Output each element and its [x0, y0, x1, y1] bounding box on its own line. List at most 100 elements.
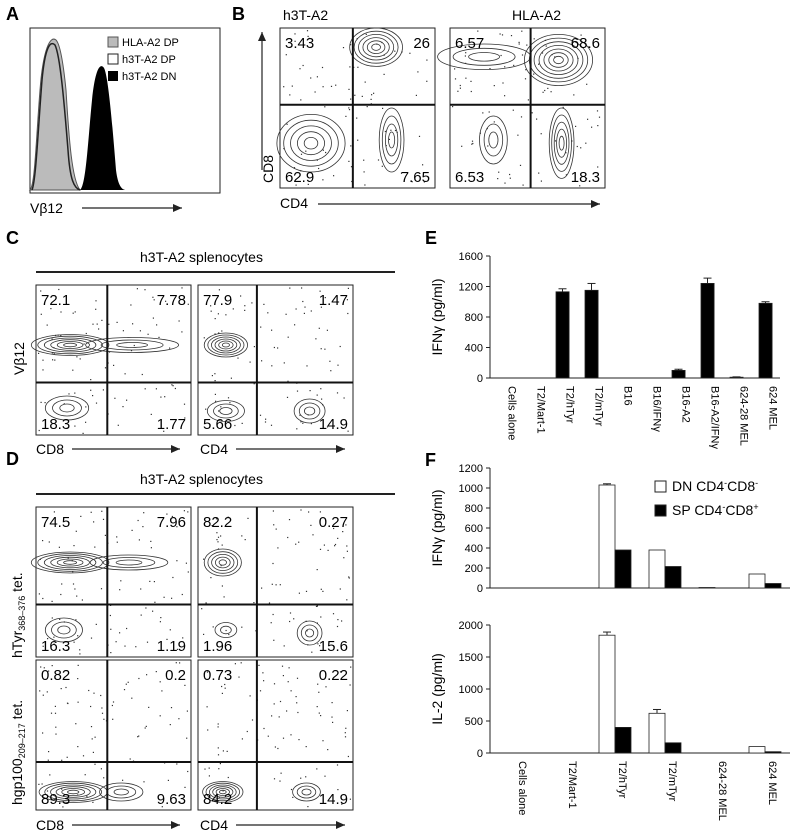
event-dot	[350, 44, 352, 46]
legend-label-sp: SP CD4-CD8+	[672, 502, 759, 518]
event-dot	[146, 674, 148, 676]
event-dot	[115, 641, 117, 643]
contour-ring	[533, 41, 584, 79]
event-dot	[471, 143, 473, 145]
event-dot	[215, 400, 217, 402]
event-dot	[216, 532, 218, 534]
event-dot	[208, 775, 210, 777]
event-dot	[153, 581, 155, 583]
event-dot	[350, 666, 352, 668]
event-dot	[77, 746, 79, 748]
event-dot	[336, 625, 339, 628]
event-dot	[124, 645, 126, 647]
event-dot	[90, 379, 92, 381]
panel-f-legend: DN CD4-CD8- SP CD4-CD8+	[654, 478, 759, 518]
contour-ring	[303, 136, 319, 150]
event-dot	[171, 597, 173, 599]
event-dot	[211, 525, 213, 527]
quadrant-percent-ul: 77.9	[203, 292, 232, 309]
event-dot	[306, 30, 309, 32]
event-dot	[472, 142, 474, 145]
event-dot	[382, 107, 384, 109]
event-dot	[330, 85, 333, 87]
contour-ring	[202, 781, 244, 803]
event-dot	[77, 635, 79, 637]
event-dot	[206, 706, 208, 708]
quadrant-percent-ll: 84.2	[203, 791, 232, 808]
event-dot	[120, 580, 122, 582]
event-dot	[296, 677, 299, 679]
event-dot	[132, 323, 134, 325]
event-dot	[307, 806, 309, 808]
event-dot	[109, 614, 111, 617]
quadrant-percent-ll: 18.3	[41, 416, 70, 433]
event-dot	[597, 166, 599, 168]
event-dot	[318, 691, 320, 693]
event-dot	[351, 180, 353, 183]
event-dot	[271, 715, 273, 717]
event-dot	[150, 540, 152, 542]
legend-sup: -	[724, 478, 727, 488]
event-dot	[240, 295, 242, 297]
event-dot	[94, 546, 96, 548]
event-dot	[517, 134, 519, 136]
event-dot	[287, 336, 289, 338]
event-dot	[333, 175, 335, 177]
event-dot	[318, 712, 320, 714]
event-dot	[61, 759, 63, 761]
event-dot	[510, 35, 513, 37]
event-dot	[293, 618, 295, 620]
contour-ring	[85, 337, 180, 353]
panel-label-c: C	[6, 228, 19, 248]
event-dot	[326, 329, 328, 331]
quadrant-percent-ll: 16.3	[41, 638, 70, 655]
event-dot	[301, 287, 303, 289]
contour-ring	[99, 782, 144, 802]
event-dot	[169, 724, 171, 726]
event-dot	[294, 40, 296, 42]
quadrant-percent-lr: 14.9	[319, 416, 348, 433]
event-dot	[101, 319, 103, 321]
event-dot	[312, 534, 314, 536]
contour-ring	[292, 782, 321, 802]
event-dot	[394, 129, 397, 132]
event-dot	[294, 174, 296, 176]
event-dot	[156, 324, 158, 326]
event-dot	[363, 171, 365, 173]
category-label: 624 MEL	[766, 761, 778, 805]
category-label: 624-28 MEL	[738, 386, 750, 446]
event-dot	[172, 576, 174, 579]
event-dot	[565, 174, 567, 176]
quadrant-percent-ur: 7.78	[157, 292, 186, 309]
event-dot	[521, 30, 523, 32]
event-dot	[471, 140, 474, 142]
event-dot	[240, 662, 242, 664]
event-dot	[65, 686, 67, 689]
event-dot	[94, 763, 96, 765]
event-dot	[540, 180, 542, 182]
event-dot	[304, 306, 306, 308]
plot-frame	[197, 506, 354, 658]
contour-ring	[57, 625, 71, 635]
flow-plot-d2: 82.2 0.27 1.96 15.6	[197, 506, 354, 658]
event-dot	[148, 706, 150, 708]
event-dot	[169, 347, 171, 349]
event-dot	[138, 539, 140, 541]
event-dot	[214, 393, 216, 395]
event-dot	[55, 726, 57, 728]
event-dot	[335, 84, 337, 86]
event-dot	[53, 643, 55, 645]
panel-c-xlabel-1: CD8	[36, 441, 64, 457]
event-dot	[310, 77, 312, 79]
event-dot	[54, 712, 57, 714]
event-dot	[48, 751, 50, 753]
event-dot	[294, 33, 296, 35]
event-dot	[290, 734, 292, 736]
event-dot	[66, 649, 68, 651]
bar	[555, 291, 570, 379]
event-dot	[95, 402, 98, 404]
contour-ring	[67, 789, 80, 795]
flow-plot-b2: 6.57 68.6 6.53 18.3	[437, 27, 606, 189]
event-dot	[349, 684, 351, 686]
bar	[584, 289, 599, 379]
